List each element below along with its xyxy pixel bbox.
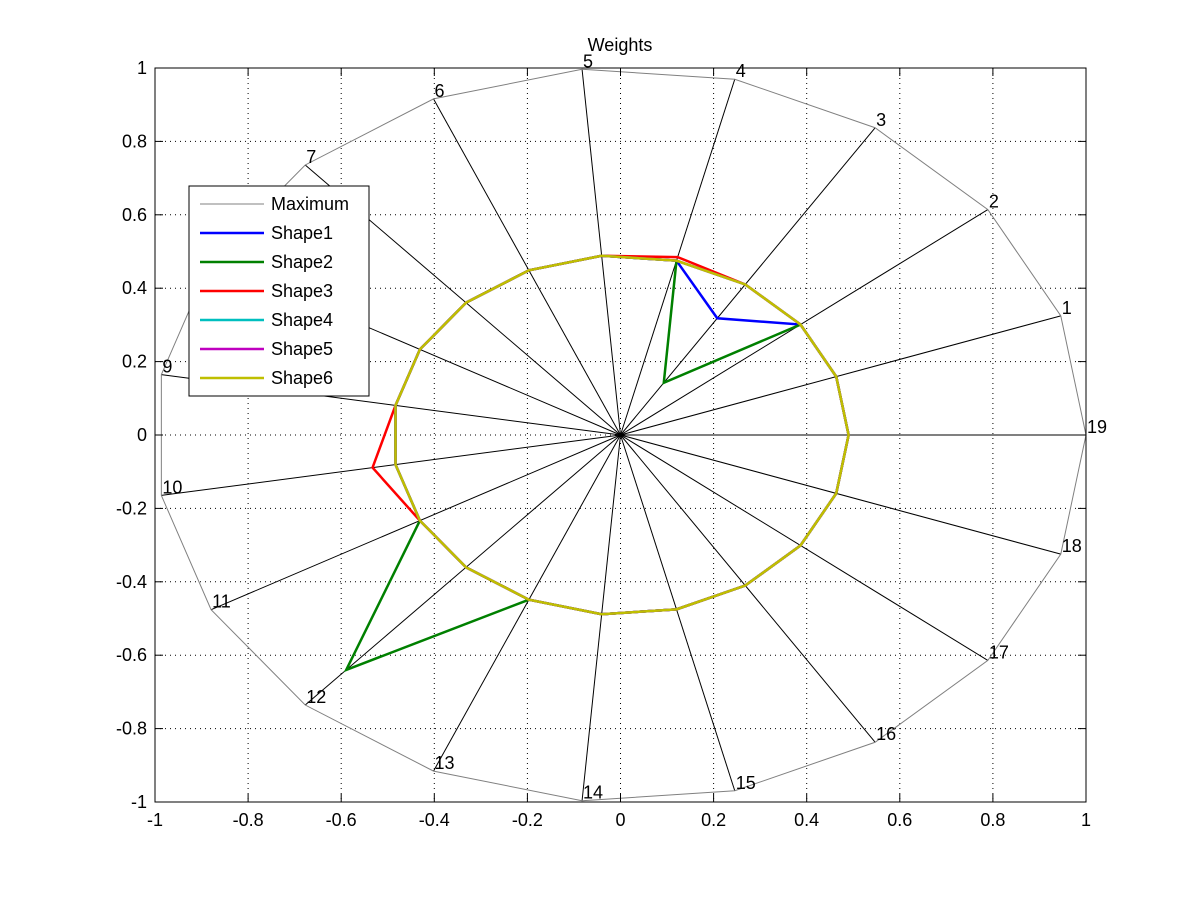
spoke-label: 11	[212, 592, 231, 612]
y-tick-label: -0.4	[116, 572, 147, 592]
chart-title: Weights	[588, 35, 653, 55]
spoke-label: 5	[583, 51, 593, 71]
spoke-line	[433, 98, 621, 436]
x-tick-label: -1	[147, 810, 163, 830]
spoke-line	[620, 315, 1061, 436]
y-tick-label: 0.6	[122, 205, 147, 225]
spoke-line	[304, 434, 621, 706]
series-lines	[160, 68, 1087, 802]
legend: Maximum Shape1 Shape2 Shape3 Shape4 Shape5 Sha…	[188, 185, 370, 397]
series-line-shape6	[394, 254, 850, 616]
spoke-line	[161, 434, 621, 496]
axis-ticks: -1 -0.8 -0.6 -0.4 -0.2 0 0.2 0.4 0.6 0.8 110.80.60…	[116, 58, 1091, 830]
legend-label: Shape4	[271, 310, 333, 330]
legend-label: Shape5	[271, 339, 333, 359]
spoke-label: 12	[306, 687, 326, 707]
legend-label: Shape3	[271, 281, 333, 301]
y-tick-label: -0.6	[116, 645, 147, 665]
x-tick-label: 0.4	[794, 810, 819, 830]
spoke-line	[620, 209, 989, 436]
x-tick-label: 1	[1081, 810, 1091, 830]
spoke-line	[620, 434, 1061, 555]
y-tick-label: 1	[137, 58, 147, 78]
legend-label: Shape1	[271, 223, 333, 243]
x-tick-label: -0.6	[326, 810, 357, 830]
legend-label: Shape2	[271, 252, 333, 272]
spoke-label: 7	[306, 147, 316, 167]
spoke-line	[581, 434, 621, 801]
legend-label: Maximum	[271, 194, 349, 214]
x-tick-label: 0.2	[701, 810, 726, 830]
y-tick-label: 0.8	[122, 131, 147, 151]
y-tick-label: 0.4	[122, 278, 147, 298]
spoke-label: 1	[1062, 298, 1072, 318]
spoke-labels: 12345678910111213141516171819	[162, 51, 1107, 802]
spoke-label: 18	[1062, 536, 1082, 556]
spoke-label: 14	[583, 783, 603, 803]
spoke-line	[620, 127, 876, 436]
spoke-label: 17	[989, 642, 1009, 662]
spoke-label: 3	[876, 110, 886, 130]
spoke-line	[620, 434, 876, 743]
spoke-label: 9	[162, 357, 172, 377]
x-tick-label: -0.4	[419, 810, 450, 830]
spoke-line	[620, 434, 989, 661]
spoke-line	[620, 434, 736, 791]
spoke-line	[433, 434, 621, 772]
spoke-label: 13	[435, 753, 455, 773]
spoke-label: 2	[989, 192, 999, 212]
x-tick-label: -0.2	[512, 810, 543, 830]
x-tick-label: 0.8	[980, 810, 1005, 830]
x-tick-label: -0.8	[233, 810, 264, 830]
series-line-maximum	[160, 68, 1087, 802]
spoke-line	[210, 434, 621, 611]
legend-label: Shape6	[271, 368, 333, 388]
y-tick-label: 0	[137, 425, 147, 445]
y-tick-label: -0.8	[116, 719, 147, 739]
y-tick-label: -1	[131, 792, 147, 812]
x-tick-label: 0.6	[887, 810, 912, 830]
y-tick-label: 0.2	[122, 352, 147, 372]
x-tick-label: 0	[615, 810, 625, 830]
spoke-label: 6	[435, 81, 445, 101]
spoke-label: 4	[736, 61, 746, 81]
spoke-label: 15	[736, 773, 756, 793]
series-line-shape2	[343, 254, 850, 673]
spoke-label: 10	[162, 477, 182, 497]
spoke-label: 19	[1087, 417, 1107, 437]
spoke-label: 16	[876, 724, 896, 744]
spoke-line	[581, 69, 621, 436]
y-tick-label: -0.2	[116, 498, 147, 518]
